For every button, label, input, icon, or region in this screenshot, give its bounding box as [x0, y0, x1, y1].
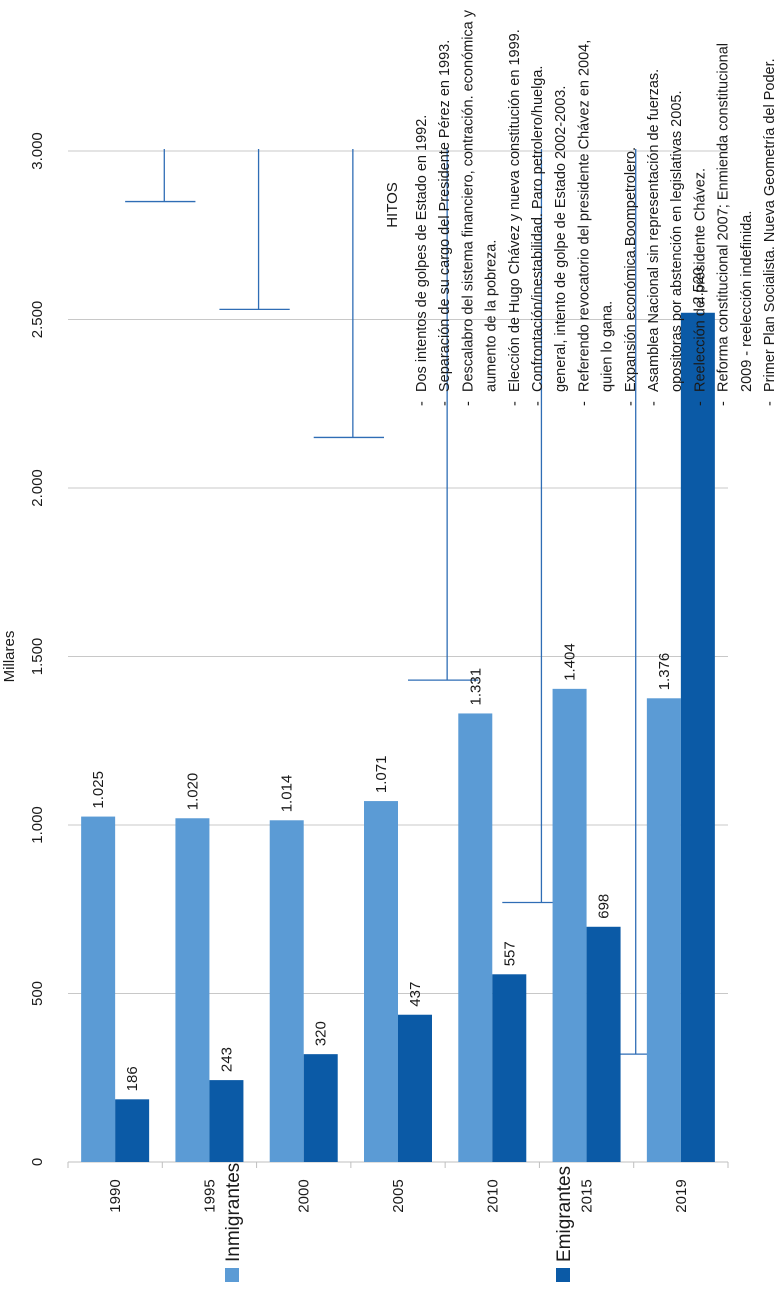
hitos-bullet: - [646, 401, 662, 406]
hitos-bullet: - [460, 401, 476, 406]
hitos-item-line: 2009 - reelección indefinida. [739, 211, 755, 392]
bar-emigrantes [398, 1014, 432, 1162]
hitos-item-line: Expansión económica.Boompetrolero. [623, 147, 639, 392]
bar-inmigrantes [175, 818, 210, 1162]
category-label: 2000 [296, 1179, 313, 1212]
hitos-item-line: Reforma constitucional 2007; Enmienda co… [716, 43, 732, 392]
value-tick-label: 0 [29, 1158, 46, 1166]
annotation-lines [125, 149, 667, 1055]
bar-inmigrantes [646, 698, 681, 1162]
bar-inmigrantes [552, 688, 587, 1162]
legend-swatch-emigrantes [556, 1268, 570, 1282]
hitos-title: HITOS [384, 182, 401, 228]
data-label: 437 [407, 982, 424, 1007]
category-label: 2015 [579, 1179, 596, 1212]
value-tick-label: 3.000 [29, 132, 46, 170]
category-label: 2010 [484, 1179, 501, 1212]
hitos-panel: HITOS - Dos intentos de golpes de Estado e… [384, 9, 778, 406]
hitos-bullet: - [530, 401, 546, 406]
hitos-bullet: - [414, 401, 430, 406]
legend-label-inmigrantes: Inmigrantes [223, 1163, 244, 1262]
bar-inmigrantes [458, 713, 493, 1162]
bar-emigrantes [115, 1099, 150, 1162]
hitos-bullet: - [716, 401, 732, 406]
hitos-item-line: Primer Plan Socialista. Nueva Geometría … [762, 58, 778, 392]
data-label: 243 [218, 1047, 235, 1072]
hitos-bullet: - [692, 401, 708, 406]
hitos-item-line: Referendo revocatorio del presidente Chá… [576, 40, 592, 392]
value-tick-label: 1.500 [29, 638, 46, 676]
bar-emigrantes [492, 974, 527, 1162]
data-label: 1.014 [279, 775, 296, 813]
hitos-bullet: - [576, 401, 592, 406]
hitos-item-line: Asamblea Nacional sin representación de … [646, 69, 662, 392]
bar-inmigrantes [81, 816, 116, 1162]
category-label: 2019 [673, 1179, 690, 1212]
data-label: 1.071 [373, 756, 390, 794]
category-label: 2005 [390, 1179, 407, 1212]
legend-label-emigrantes: Emigrantes [554, 1166, 575, 1262]
bar-labels: 1.025 186 1.020 243 1.014 320 1.071 437 1.331 557… [90, 267, 707, 1091]
bar-emigrantes [209, 1080, 244, 1162]
data-label: 557 [501, 941, 518, 966]
value-tick-label: 500 [29, 981, 46, 1006]
hitos-item-line: Separación de su cargo del Presidente Pé… [437, 40, 453, 392]
hitos-item-line: Dos intentos de golpes de Estado en 1992… [414, 115, 430, 392]
bar-emigrantes [586, 926, 621, 1162]
hitos-item-line: Confrontación/inestabilidad. Paro petrol… [530, 66, 546, 392]
hitos-item-line: aumento de la pobreza. [484, 240, 500, 392]
data-label: 1.020 [184, 773, 201, 811]
hitos-bullet: - [437, 401, 453, 406]
data-label: 186 [124, 1066, 141, 1091]
legend: Inmigrantes Emigrantes [223, 1163, 575, 1282]
hitos-bullet: - [623, 401, 639, 406]
category-axis-ticks: 1990 1995 2000 2005 2010 2015 2019 [67, 1162, 729, 1213]
data-label: 698 [596, 894, 613, 919]
hitos-bullet: - [762, 401, 778, 406]
hitos-item-line: opositoras por abstención en legislativa… [669, 91, 685, 392]
value-tick-label: 2.500 [29, 301, 46, 339]
data-label: 1.404 [562, 643, 579, 681]
value-axis-ticks: 0 500 1.000 1.500 2.000 2.500 3.000 Millares [1, 132, 46, 1166]
data-label: 320 [313, 1021, 330, 1046]
value-tick-label: 1.000 [29, 806, 46, 844]
category-label: 1995 [201, 1179, 218, 1212]
hitos-item-line: general, intento de golpe de Estado 2002… [553, 86, 569, 392]
bar-inmigrantes [269, 820, 304, 1162]
hitos-item-line: Reelección del presidente Chávez. [692, 168, 708, 392]
data-label: 1.331 [467, 668, 484, 706]
legend-swatch-inmigrantes [225, 1268, 239, 1282]
bars [81, 312, 715, 1162]
data-label: 1.376 [656, 653, 673, 691]
bar-inmigrantes [364, 801, 398, 1162]
value-tick-label: 2.000 [29, 469, 46, 507]
bar-emigrantes [303, 1054, 338, 1162]
category-label: 1990 [107, 1179, 124, 1212]
bar-emigrantes [680, 312, 715, 1162]
hitos-item-line: Elección de Hugo Chávez y nueva constitu… [507, 29, 523, 392]
hitos-item-line: quien lo gana. [600, 301, 616, 392]
data-label: 2.520 [690, 267, 707, 305]
hitos-item-line: Descalabro del sistema financiero, contr… [460, 9, 476, 392]
data-label: 1.025 [90, 771, 107, 809]
value-axis-title: Millares [1, 631, 18, 683]
hitos-bullet: - [507, 401, 523, 406]
